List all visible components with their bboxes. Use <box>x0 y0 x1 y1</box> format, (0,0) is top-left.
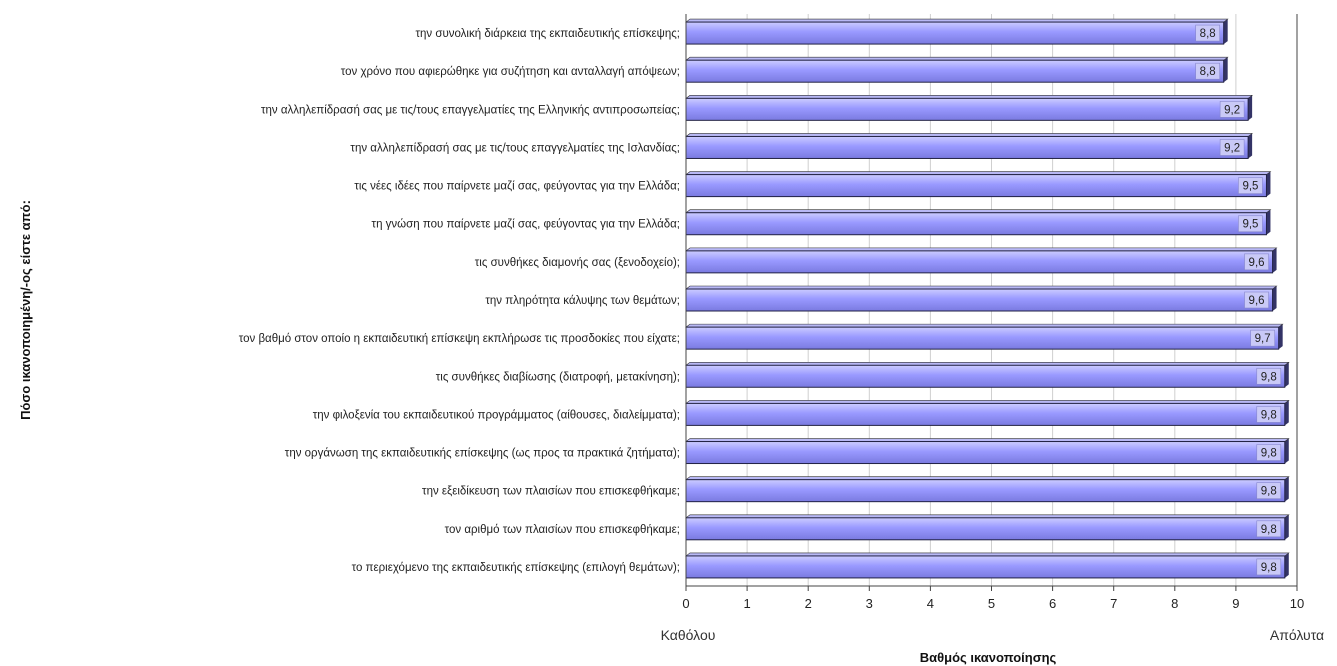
category-label: το περιεχόμενο της εκπαιδευτικής επίσκεψ… <box>352 562 680 574</box>
bar <box>685 326 1280 350</box>
data-label: 9,8 <box>1261 448 1277 460</box>
x-tick-label: 5 <box>988 596 995 611</box>
data-label: 8,8 <box>1200 66 1216 78</box>
x-tick-label: 0 <box>682 596 689 611</box>
bar <box>685 288 1274 312</box>
data-label: 9,2 <box>1224 104 1240 116</box>
x-axis-title: Βαθμός ικανοποίησης <box>920 650 1057 665</box>
data-label-box <box>1244 291 1269 309</box>
scale-high-label: Απόλυτα <box>1270 627 1324 643</box>
category-label: την οργάνωση της εκπαιδευτικής επίσκεψης… <box>285 448 680 460</box>
data-label-box <box>1256 482 1282 499</box>
x-tick-label: 8 <box>1171 596 1178 611</box>
bar-side-face <box>1272 286 1277 311</box>
bar-side-face <box>1266 171 1271 197</box>
bar-side-face <box>1284 400 1289 426</box>
x-tick-label: 4 <box>927 596 934 611</box>
data-label: 9,8 <box>1261 409 1277 421</box>
bar-side-face <box>1284 514 1289 540</box>
bar <box>685 59 1225 83</box>
bars: 8,8 8,8 9,2 9,2 9,5 9,5 9,6 9,6 9,7 9,8 9,8 9,8 9,8 9… <box>685 18 1290 579</box>
bar-side-face <box>1284 552 1289 578</box>
data-label-box <box>1219 139 1245 156</box>
data-label: 9,8 <box>1261 486 1277 498</box>
category-label: τον αριθμό των πλαισίων που επισκεφθήκαμ… <box>445 524 680 536</box>
category-label: την εξειδίκευση των πλαισίων που επισκεφ… <box>422 486 680 498</box>
data-label-box <box>1256 444 1282 461</box>
bar <box>685 250 1274 274</box>
bar-side-face <box>1284 362 1289 388</box>
data-label: 9,6 <box>1249 257 1265 269</box>
bar <box>685 135 1249 159</box>
scale-low-label: Καθόλου <box>661 627 716 643</box>
data-label-box <box>1238 177 1263 194</box>
category-label: τις συνθήκες διαμονής σας (ξενοδοχείο); <box>475 257 680 269</box>
category-label: τον βαθμό στον οποίο η εκπαιδευτική επίσ… <box>239 333 680 345</box>
data-label-box <box>1244 253 1269 271</box>
bar <box>685 555 1286 579</box>
bar <box>685 97 1249 121</box>
bar-side-face <box>1223 19 1228 45</box>
x-tick-label: 10 <box>1290 596 1304 611</box>
category-label: τις νέες ιδέες που παίρνετε μαζί σας, φε… <box>354 181 680 193</box>
axes <box>685 14 1298 591</box>
x-tick-label: 7 <box>1110 596 1117 611</box>
bar-side-face <box>1266 209 1271 235</box>
category-label: την συνολική διάρκεια της εκπαιδευτικής … <box>415 28 680 40</box>
data-label: 9,8 <box>1261 562 1277 574</box>
category-label: τις συνθήκες διαβίωσης (διατροφή, μετακί… <box>436 371 680 383</box>
data-label-box <box>1256 406 1282 423</box>
category-label: την αλληλεπίδρασή σας με τις/τους επαγγε… <box>350 142 680 154</box>
bar <box>685 441 1286 465</box>
data-label-box <box>1250 329 1275 347</box>
y-axis-title: Πόσο ικανοποιημένη/-ος είστε από: <box>18 200 33 420</box>
category-label: τον χρόνο που αφιερώθηκε για συζήτηση κα… <box>341 66 680 78</box>
x-tick-label: 2 <box>805 596 812 611</box>
data-label-box <box>1256 558 1282 576</box>
data-label: 8,8 <box>1200 28 1216 40</box>
bar-side-face <box>1272 247 1277 273</box>
x-tick-label: 3 <box>866 596 873 611</box>
x-tick-labels: 0 1 2 3 4 5 6 7 8 9 10 <box>682 596 1304 611</box>
x-tick-label: 6 <box>1049 596 1056 611</box>
bar <box>685 364 1286 388</box>
category-label: τη γνώση που παίρνετε μαζί σας, φεύγοντα… <box>372 219 680 231</box>
bar <box>685 21 1225 45</box>
data-label-box <box>1256 367 1282 385</box>
bar <box>685 517 1286 541</box>
category-labels: την συνολική διάρκεια της εκπαιδευτικής … <box>239 28 680 574</box>
data-label: 9,7 <box>1255 333 1271 345</box>
data-label-box <box>1195 62 1220 80</box>
bar-side-face <box>1223 57 1228 83</box>
bar-side-face <box>1248 133 1253 159</box>
bar-side-face <box>1284 438 1289 464</box>
data-label: 9,8 <box>1261 371 1277 383</box>
data-label: 9,6 <box>1249 295 1265 307</box>
data-label: 9,8 <box>1261 524 1277 536</box>
category-label: την αλληλεπίδρασή σας με τις/τους επαγγε… <box>261 104 680 116</box>
category-label: την πληρότητα κάλυψης των θεμάτων; <box>485 295 680 307</box>
bar-side-face <box>1278 324 1283 350</box>
data-label-box <box>1195 24 1220 42</box>
bar-side-face <box>1284 476 1289 502</box>
data-label-box <box>1238 215 1263 233</box>
data-label: 9,2 <box>1224 142 1240 154</box>
bar <box>685 479 1286 503</box>
bar <box>685 174 1267 198</box>
x-tick-label: 9 <box>1232 596 1239 611</box>
data-label: 9,5 <box>1242 219 1258 231</box>
bar <box>685 212 1267 236</box>
bar-side-face <box>1248 95 1253 121</box>
category-label: την φιλοξενία του εκπαιδευτικού προγράμμ… <box>313 409 680 421</box>
x-tick-label: 1 <box>743 596 750 611</box>
bar <box>685 402 1286 426</box>
data-label-box <box>1256 520 1282 538</box>
data-label-box <box>1219 101 1245 118</box>
data-label: 9,5 <box>1242 181 1258 193</box>
